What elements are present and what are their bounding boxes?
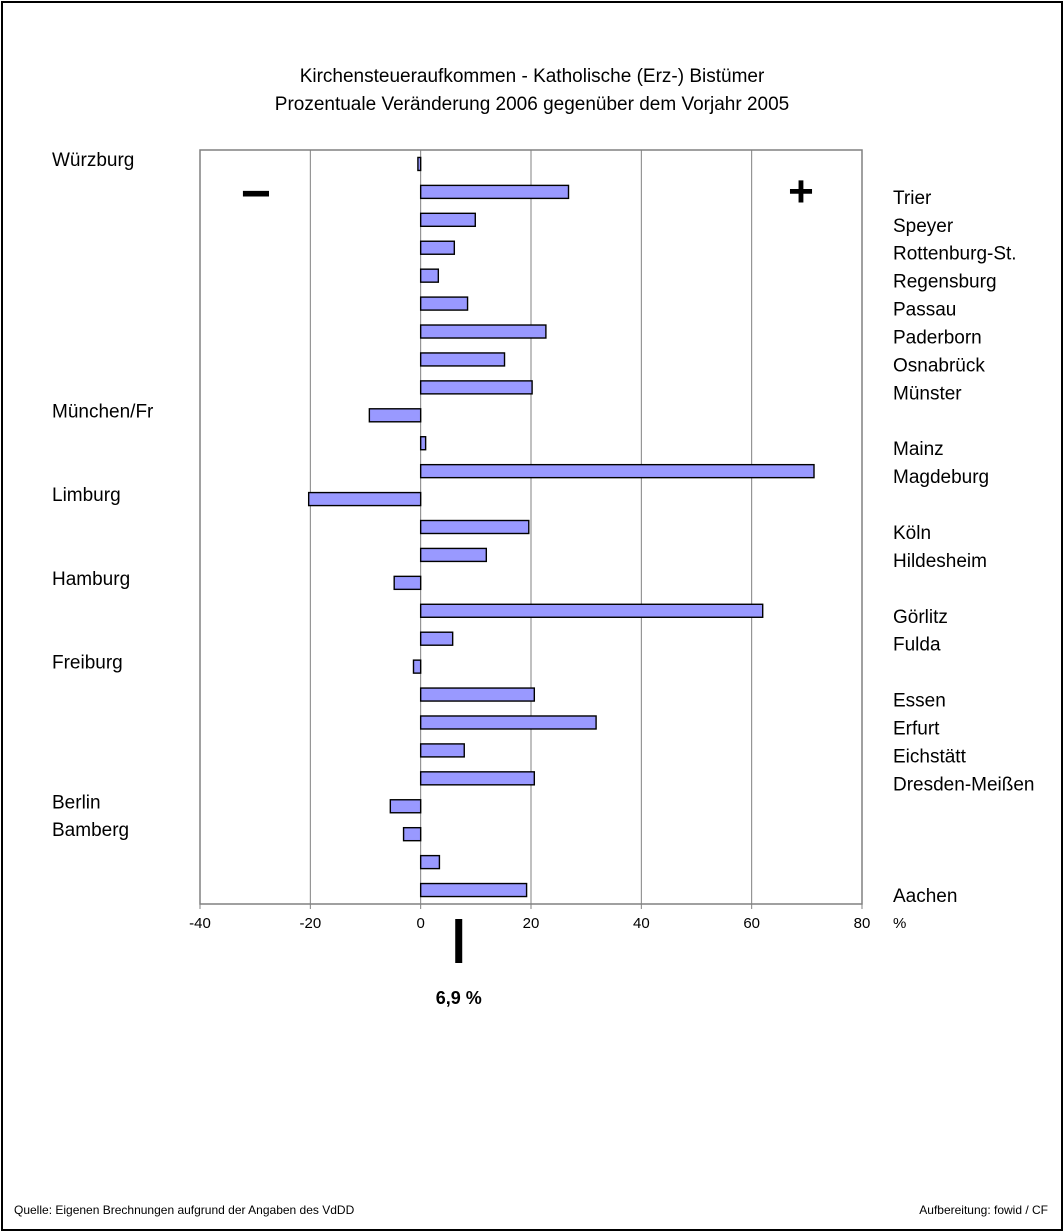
category-label: Bamberg: [52, 820, 129, 841]
x-tick-label: 80: [854, 915, 871, 932]
bar-speyer: [419, 212, 476, 228]
category-label: München/Fr: [52, 401, 154, 422]
category-label: Freiburg: [52, 653, 123, 674]
chart-subtitle: Prozentuale Veränderung 2006 gegenüber d…: [275, 94, 789, 115]
category-label: Essen: [893, 691, 946, 712]
category-label: Osnabrück: [893, 355, 985, 376]
x-axis-ticks: -40 -20 0 20 40 60 80: [189, 904, 870, 932]
x-tick-label: -40: [189, 915, 211, 932]
bar-berlin: [389, 799, 422, 814]
positive-symbol: +: [788, 167, 814, 216]
category-label: Köln: [893, 523, 931, 544]
category-label: Dresden-Meißen: [893, 774, 1035, 795]
category-label: Erfurt: [893, 718, 940, 739]
x-axis-unit: %: [893, 915, 906, 932]
category-label: Passau: [893, 300, 956, 321]
bar-regensburg: [419, 268, 440, 283]
category-label: Würzburg: [52, 150, 134, 171]
bar-würzburg: [417, 156, 422, 172]
bar-aachen: [419, 882, 528, 898]
credit-note: Aufbereitung: fowid / CF: [919, 1203, 1048, 1217]
bar-hildesheim: [419, 547, 488, 563]
category-label: Limburg: [52, 485, 121, 506]
negative-symbol: −: [241, 165, 271, 223]
category-label: Hildesheim: [893, 551, 987, 572]
category-label: Hamburg: [52, 569, 130, 590]
bar-limburg: [307, 491, 422, 507]
bars: [307, 156, 815, 898]
bar-essen: [419, 687, 536, 702]
bar-köln: [419, 519, 530, 535]
category-label: Speyer: [893, 216, 954, 237]
bar-münster: [419, 380, 533, 395]
x-tick-label: -20: [299, 915, 321, 932]
bar-fulda: [419, 631, 454, 646]
x-tick-label: 20: [523, 915, 540, 932]
bar-dresden-meißen: [419, 771, 536, 786]
bar-paderborn: [419, 324, 547, 339]
category-label: Berlin: [52, 792, 101, 813]
category-label: Trier: [893, 188, 932, 209]
category-labels: Würzburg Trier Speyer Rottenburg-St. Regensb…: [52, 150, 1035, 907]
category-label: Münster: [893, 383, 962, 404]
category-label: Eichstätt: [893, 746, 967, 767]
chart-title: Kirchensteueraufkommen - Katholische (Er…: [300, 66, 765, 87]
bar-augsburg: [419, 854, 441, 870]
category-label: Rottenburg-St.: [893, 244, 1017, 265]
bar-hamburg: [393, 575, 422, 591]
category-label: Mainz: [893, 439, 944, 460]
bar-freiburg: [412, 659, 422, 674]
bar-bamberg: [402, 826, 422, 842]
x-tick-label: 60: [743, 915, 760, 932]
bar-trier: [419, 184, 570, 200]
bar-erfurt: [419, 715, 597, 730]
mean-marker: [455, 919, 463, 963]
bar-passau: [419, 296, 469, 311]
source-note: Quelle: Eigenen Brechnungen aufgrund der…: [14, 1203, 355, 1217]
bar-magdeburg: [419, 463, 815, 479]
category-label: Fulda: [893, 635, 941, 656]
gridlines: [309, 150, 753, 904]
category-label: Regensburg: [893, 272, 997, 293]
category-label: Magdeburg: [893, 467, 989, 488]
bar-görlitz: [419, 603, 764, 618]
bar-münchen-fr: [368, 408, 422, 423]
category-label: Görlitz: [893, 607, 948, 628]
category-label: Paderborn: [893, 328, 982, 349]
x-tick-label: 40: [633, 915, 650, 932]
bar-eichstätt: [419, 743, 465, 758]
x-tick-label: 0: [416, 915, 424, 932]
category-label: Aachen: [893, 886, 957, 907]
mean-label: 6,9 %: [436, 988, 482, 1008]
bar-rottenburg-st-: [419, 240, 456, 255]
bar-mainz: [419, 436, 427, 451]
bar-osnabrück: [419, 352, 506, 367]
